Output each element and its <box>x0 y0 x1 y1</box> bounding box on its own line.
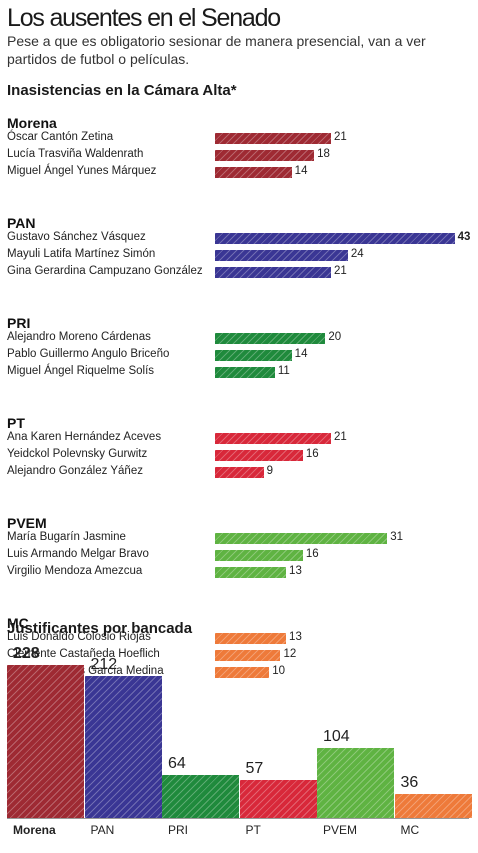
senator-name: Mayuli Latifa Martínez Simón <box>7 248 156 260</box>
category-label: PAN <box>90 823 115 837</box>
absence-bar <box>214 249 349 262</box>
bar-value: 104 <box>323 728 350 746</box>
senator-name: Ana Karen Hernández Aceves <box>7 431 162 443</box>
senator-name: Óscar Cantón Zetina <box>7 131 114 143</box>
bar-value: 36 <box>400 773 419 791</box>
bar-value: 14 <box>294 165 308 177</box>
absence-bar <box>214 332 327 345</box>
senator-name: Gina Gerardina Campuzano González <box>7 265 203 277</box>
category-label: PT <box>245 823 261 837</box>
group-name: PAN <box>7 215 36 231</box>
absence-bar <box>214 132 333 145</box>
senator-name: Lucía Trasviña Waldenrath <box>7 148 144 160</box>
senator-name: Luis Armando Melgar Bravo <box>7 548 149 560</box>
senator-name: Luis Donaldo Colosio Riojas <box>7 631 151 643</box>
bar-value: 43 <box>457 231 471 243</box>
senator-name: Miguel Ángel Yunes Márquez <box>7 165 157 177</box>
group-name: Morena <box>7 115 57 131</box>
category-label: MC <box>400 823 420 837</box>
absence-bar <box>214 566 288 579</box>
group-name: PRI <box>7 315 31 331</box>
absence-bar <box>214 649 282 662</box>
senator-name: Alejandro González Yáñez <box>7 465 143 477</box>
absence-bar <box>214 549 304 562</box>
bar-value: 21 <box>334 265 347 277</box>
category-label: PVEM <box>323 823 358 837</box>
absence-bar <box>214 666 271 679</box>
baseline <box>7 818 469 819</box>
absence-bar <box>214 632 288 645</box>
chart-title: Los ausentes en el Senado <box>7 4 281 32</box>
section-title-justifications: Justificantes por bancada <box>7 620 193 637</box>
section-title-absences: Inasistencias en la Cámara Alta* <box>7 82 237 99</box>
bar-value: 13 <box>289 565 302 577</box>
group-name: PT <box>7 415 25 431</box>
category-label: Morena <box>13 823 56 837</box>
bar-value: 11 <box>277 365 290 377</box>
senator-name: Virgilio Mendoza Amezcua <box>7 565 143 577</box>
absence-bar <box>214 432 333 445</box>
bar-value: 18 <box>317 148 330 160</box>
senator-name: Clemente Castañeda Hoeflich <box>7 648 160 660</box>
bar-value: 212 <box>90 655 118 673</box>
absence-bar <box>214 532 389 545</box>
bar-value: 20 <box>328 331 342 343</box>
senator-name: Gustavo Sánchez Vásquez <box>7 231 146 243</box>
bar-value: 57 <box>245 759 264 777</box>
senator-name: Pablo Guillermo Angulo Briceño <box>7 348 170 360</box>
absence-bar <box>214 449 304 462</box>
bar-value: 10 <box>272 665 285 677</box>
bar-value: 228 <box>13 645 40 663</box>
bar-value: 13 <box>289 631 302 643</box>
bar-value: 21 <box>334 431 347 443</box>
absence-bar <box>214 149 316 162</box>
senator-name: María Bugarín Jasmine <box>7 531 126 543</box>
bar-value: 12 <box>283 648 297 660</box>
absence-bar <box>214 266 333 279</box>
justification-bar <box>84 675 162 818</box>
justification-bar <box>239 779 317 818</box>
absence-bar <box>214 366 276 379</box>
senator-name: Yeidckol Polevnsky Gurwitz <box>7 448 148 460</box>
justification-bar <box>317 748 394 818</box>
bar-value: 24 <box>350 248 364 260</box>
group-name: PVEM <box>7 515 47 531</box>
absence-bar <box>214 466 265 479</box>
bar-value: 16 <box>305 548 319 560</box>
bar-value: 64 <box>168 755 186 773</box>
bar-value: 21 <box>334 131 347 143</box>
bar-value: 9 <box>266 465 273 477</box>
bar-value: 31 <box>390 531 404 543</box>
group-name: MC <box>7 615 29 631</box>
bar-value: 14 <box>294 348 308 360</box>
absence-bar <box>214 349 293 362</box>
bar-value: 16 <box>305 448 319 460</box>
justification-bar <box>394 793 472 818</box>
chart-subtitle: Pese a que es obligatorio sesionar de ma… <box>7 33 426 67</box>
senator-name: Alejandro Moreno Cárdenas <box>7 331 151 343</box>
absence-bar <box>214 166 293 179</box>
category-label: PRI <box>168 823 189 837</box>
justification-bar <box>162 775 239 818</box>
absence-bar <box>214 232 456 245</box>
senator-name: Miguel Ángel Riquelme Solís <box>7 365 155 377</box>
justification-bar <box>7 665 84 818</box>
